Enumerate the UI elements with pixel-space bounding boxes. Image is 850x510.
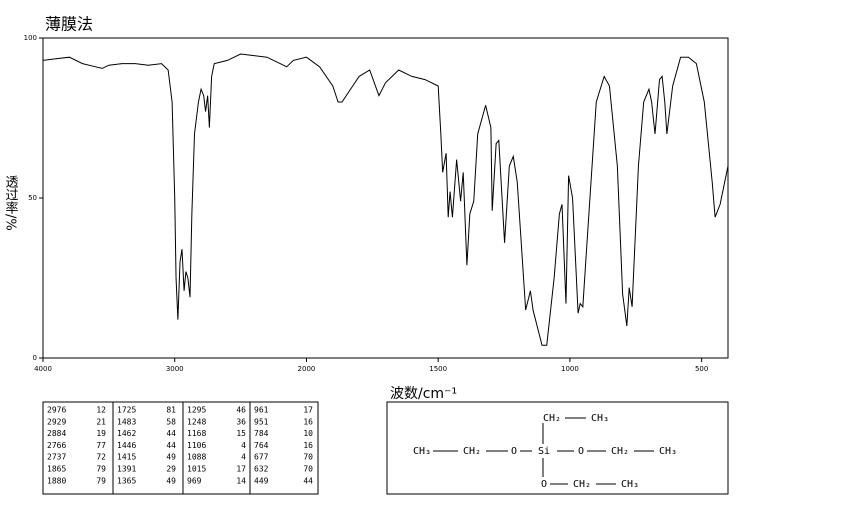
peak-wavenumber: 1365: [117, 476, 136, 485]
x-tick-label: 1000: [561, 365, 579, 373]
peak-wavenumber: 1415: [117, 453, 136, 462]
atom-label: CH₂: [543, 413, 561, 424]
peak-transmittance: 4: [241, 453, 246, 462]
x-tick-label: 4000: [34, 365, 52, 373]
peak-transmittance: 10: [303, 429, 313, 438]
peak-wavenumber: 1106: [187, 441, 206, 450]
peak-transmittance: 16: [303, 417, 313, 426]
atom-label: CH₂: [611, 446, 629, 457]
peak-transmittance: 72: [96, 453, 106, 462]
atom-label: CH₂: [463, 446, 481, 457]
y-tick-label: 0: [33, 354, 37, 362]
y-tick-label: 100: [24, 34, 37, 42]
atom-label: O: [578, 446, 584, 457]
peak-transmittance: 46: [236, 406, 246, 415]
x-tick-label: 500: [695, 365, 708, 373]
peak-wavenumber: 632: [254, 465, 269, 474]
peak-wavenumber: 1865: [47, 465, 66, 474]
atom-label: CH₃: [591, 413, 609, 424]
peak-wavenumber: 1446: [117, 441, 136, 450]
y-axis-label: 透过率/%: [3, 175, 19, 231]
peak-transmittance: 44: [166, 429, 176, 438]
peak-transmittance: 12: [96, 406, 106, 415]
peak-transmittance: 17: [303, 406, 313, 415]
atom-label: O: [511, 446, 517, 457]
x-tick-label: 1500: [429, 365, 447, 373]
peak-transmittance: 36: [236, 417, 246, 426]
peak-wavenumber: 2884: [47, 429, 66, 438]
peak-wavenumber: 2929: [47, 417, 66, 426]
atom-label: CH₂: [573, 479, 591, 490]
peak-wavenumber: 2976: [47, 406, 66, 415]
peak-transmittance: 79: [96, 476, 106, 485]
atom-label: CH₃: [621, 479, 639, 490]
y-tick-label: 50: [28, 194, 37, 202]
peak-wavenumber: 1391: [117, 465, 136, 474]
peak-transmittance: 58: [166, 417, 176, 426]
atom-label: Si: [538, 446, 550, 457]
peak-transmittance: 81: [166, 406, 176, 415]
atom-label: O: [541, 479, 547, 490]
atom-label: CH₃: [413, 446, 431, 457]
peak-wavenumber: 1295: [187, 406, 206, 415]
bonds: [433, 417, 654, 485]
x-axis-label: 波数/cm⁻¹: [390, 386, 457, 402]
peak-transmittance: 15: [236, 429, 246, 438]
peak-wavenumber: 1015: [187, 465, 206, 474]
peak-transmittance: 21: [96, 417, 106, 426]
peak-transmittance: 14: [236, 476, 246, 485]
peak-wavenumber: 2737: [47, 453, 66, 462]
peak-transmittance: 17: [236, 465, 246, 474]
peak-transmittance: 44: [166, 441, 176, 450]
peak-transmittance: 70: [303, 453, 313, 462]
peak-wavenumber: 764: [254, 441, 269, 450]
plot-frame: [42, 37, 729, 359]
peak-wavenumber: 1248: [187, 417, 206, 426]
peak-wavenumber: 1168: [187, 429, 206, 438]
peak-transmittance: 70: [303, 465, 313, 474]
peak-wavenumber: 951: [254, 417, 269, 426]
peak-wavenumber: 449: [254, 476, 269, 485]
peak-transmittance: 4: [241, 441, 246, 450]
x-tick-label: 3000: [166, 365, 184, 373]
peak-wavenumber: 1462: [117, 429, 136, 438]
peak-wavenumber: 961: [254, 406, 269, 415]
atom-label: CH₃: [659, 446, 677, 457]
peak-transmittance: 44: [303, 476, 313, 485]
x-tick-label: 2000: [298, 365, 316, 373]
peak-wavenumber: 784: [254, 429, 269, 438]
peak-wavenumber: 1088: [187, 453, 206, 462]
peak-transmittance: 79: [96, 465, 106, 474]
peak-wavenumber: 969: [187, 476, 202, 485]
peak-transmittance: 29: [166, 465, 176, 474]
peak-transmittance: 77: [96, 441, 106, 450]
peak-wavenumber: 2766: [47, 441, 66, 450]
peak-transmittance: 19: [96, 429, 106, 438]
peak-wavenumber: 1725: [117, 406, 136, 415]
peak-wavenumber: 677: [254, 453, 269, 462]
peak-wavenumber: 1483: [117, 417, 136, 426]
chart-title: 薄膜法: [45, 15, 93, 34]
spectrum-line: [42, 53, 729, 346]
peak-transmittance: 49: [166, 476, 176, 485]
peak-table-frame: [42, 401, 319, 495]
peak-transmittance: 16: [303, 441, 313, 450]
structure-frame: [386, 401, 729, 495]
peak-wavenumber: 1880: [47, 476, 66, 485]
peak-transmittance: 49: [166, 453, 176, 462]
